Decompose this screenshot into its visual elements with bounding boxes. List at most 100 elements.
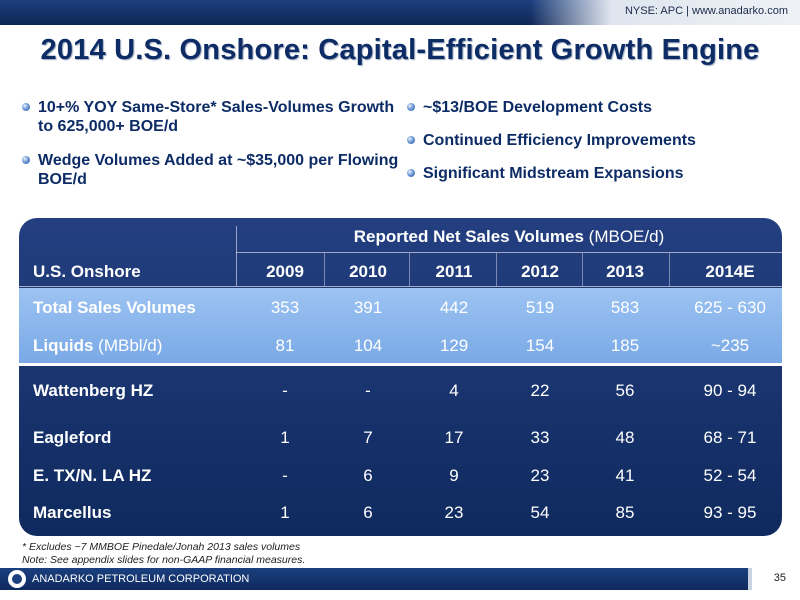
table-separator <box>19 363 782 366</box>
bullet-dot-icon <box>407 136 415 144</box>
year-header: 2010 <box>349 262 387 281</box>
footnotes: * Excludes ~7 MMBOE Pinedale/Jonah 2013 … <box>22 541 305 567</box>
sales-volumes-table: Reported Net Sales Volumes (MBOE/d) U.S.… <box>19 218 782 536</box>
table-cell: - <box>282 466 288 485</box>
top-banner: NYSE: APC | www.anadarko.com <box>0 0 800 25</box>
table-cell: ~235 <box>710 336 750 355</box>
bullet-text: Significant Midstream Expansions <box>423 165 684 182</box>
bullet-dot-icon <box>22 156 30 164</box>
year-header: 2009 <box>266 262 304 281</box>
page-number-box: 35 <box>752 568 800 590</box>
bullet-efficiency: Continued Efficiency Improvements <box>407 131 787 150</box>
row-label-text: Marcellus <box>33 503 112 522</box>
row-label: Marcellus <box>33 503 111 523</box>
row-label: Eagleford <box>33 428 111 448</box>
header-rule <box>19 286 782 287</box>
bullet-sales-growth: 10+% YOY Same-Store* Sales-Volumes Growt… <box>22 98 402 136</box>
table-cell: 17 <box>444 428 464 447</box>
ticker-text: NYSE: APC | www.anadarko.com <box>624 5 788 17</box>
bullet-text: Continued Efficiency Improvements <box>423 132 696 149</box>
table-cell: - <box>365 381 371 400</box>
table-cell: 52 - 54 <box>703 466 757 485</box>
table-cell: 1 <box>280 503 290 522</box>
table-cell: 185 <box>610 336 640 355</box>
bullets-right: ~$13/BOE Development Costs Continued Eff… <box>407 98 787 197</box>
year-header: 2013 <box>606 262 644 281</box>
year-header: 2011 <box>435 262 473 281</box>
row-label-text: Eagleford <box>33 428 112 447</box>
table-cell: 104 <box>353 336 383 355</box>
table-cell: 625 - 630 <box>694 298 766 317</box>
table-cell: - <box>282 381 288 400</box>
highlight-band <box>19 288 782 363</box>
column-divider <box>324 253 325 286</box>
table-cell: 90 - 94 <box>703 381 757 400</box>
table-cell: 54 <box>530 503 550 522</box>
column-divider <box>669 253 670 286</box>
table-cell: 519 <box>525 298 555 317</box>
row-label: E. TX/N. LA HZ <box>33 466 151 486</box>
footnote-non-gaap: Note: See appendix slides for non-GAAP f… <box>22 554 306 566</box>
table-cell: 6 <box>363 503 373 522</box>
table-cell: 85 <box>615 503 635 522</box>
table-cell: 129 <box>439 336 469 355</box>
ticker-tag: NYSE: APC | www.anadarko.com <box>530 0 800 25</box>
bullet-development-costs: ~$13/BOE Development Costs <box>407 98 787 117</box>
caption-title: Reported Net Sales Volumes <box>353 227 584 246</box>
table-caption: Reported Net Sales Volumes (MBOE/d) <box>236 227 782 247</box>
footer-divider <box>748 568 752 590</box>
table-cell: 81 <box>275 336 295 355</box>
page-number: 35 <box>773 572 786 584</box>
table-cell: 442 <box>439 298 469 317</box>
table-cell: 4 <box>449 381 459 400</box>
row-label: Wattenberg HZ <box>33 381 153 401</box>
bullet-dot-icon <box>407 103 415 111</box>
row-header-label: U.S. Onshore <box>33 262 141 281</box>
bullet-dot-icon <box>407 169 415 177</box>
footer-bar: ANADARKO PETROLEUM CORPORATION 35 <box>0 568 800 590</box>
caption-unit: (MBOE/d) <box>583 227 665 246</box>
header-divider <box>236 226 237 286</box>
table-cell: 23 <box>530 466 550 485</box>
slide-title: 2014 U.S. Onshore: Capital-Efficient Gro… <box>40 34 760 66</box>
row-label: Total Sales Volumes <box>33 298 196 318</box>
table-cell: 33 <box>530 428 550 447</box>
year-header: 2014E <box>705 262 755 281</box>
table-cell: 9 <box>449 466 459 485</box>
bullet-text: 10+% YOY Same-Store* Sales-Volumes Growt… <box>38 99 395 135</box>
table-cell: 1 <box>280 428 290 447</box>
company-logo-icon <box>8 570 26 588</box>
table-cell: 68 - 71 <box>703 428 757 447</box>
column-divider <box>496 253 497 286</box>
table-cell: 7 <box>363 428 373 447</box>
row-label-unit: (MBbl/d) <box>93 336 163 355</box>
bullets-left: 10+% YOY Same-Store* Sales-Volumes Growt… <box>22 98 402 189</box>
bullet-dot-icon <box>22 103 30 111</box>
row-label: Liquids (MBbl/d) <box>33 336 162 356</box>
table-cell: 6 <box>363 466 373 485</box>
table-cell: 48 <box>615 428 635 447</box>
footnote-excludes: * Excludes ~7 MMBOE Pinedale/Jonah 2013 … <box>22 541 301 553</box>
table-cell: 56 <box>615 381 635 400</box>
table-cell: 23 <box>444 503 464 522</box>
column-divider <box>409 253 410 286</box>
table-cell: 353 <box>270 298 300 317</box>
bullet-midstream: Significant Midstream Expansions <box>407 164 787 183</box>
year-header: 2012 <box>521 262 559 281</box>
caption-rule <box>236 252 782 253</box>
row-label-text: Total Sales Volumes <box>33 298 196 317</box>
table-cell: 583 <box>610 298 640 317</box>
table-cell: 41 <box>615 466 635 485</box>
row-label-text: Wattenberg HZ <box>33 381 154 400</box>
table-cell: 93 - 95 <box>703 503 757 522</box>
company-name: ANADARKO PETROLEUM CORPORATION <box>32 573 250 585</box>
table-cell: 391 <box>353 298 383 317</box>
bullet-text: Wedge Volumes Added at ~$35,000 per Flow… <box>38 152 399 188</box>
bullet-wedge-volumes: Wedge Volumes Added at ~$35,000 per Flow… <box>22 151 402 189</box>
bullet-text: ~$13/BOE Development Costs <box>423 99 652 116</box>
column-divider <box>582 253 583 286</box>
table-cell: 154 <box>525 336 555 355</box>
table-cell: 22 <box>530 381 550 400</box>
row-label-text: Liquids <box>33 336 94 355</box>
row-label-text: E. TX/N. LA HZ <box>33 466 152 485</box>
